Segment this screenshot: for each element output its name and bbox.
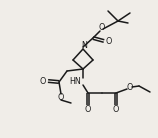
Text: N: N	[81, 40, 87, 50]
Text: O: O	[127, 83, 133, 92]
Text: O: O	[106, 36, 112, 46]
Text: O: O	[99, 23, 105, 33]
Text: O: O	[113, 105, 119, 115]
Text: O: O	[85, 105, 91, 115]
Text: O: O	[58, 92, 64, 102]
Text: HN: HN	[69, 78, 81, 87]
Text: O: O	[40, 76, 46, 86]
